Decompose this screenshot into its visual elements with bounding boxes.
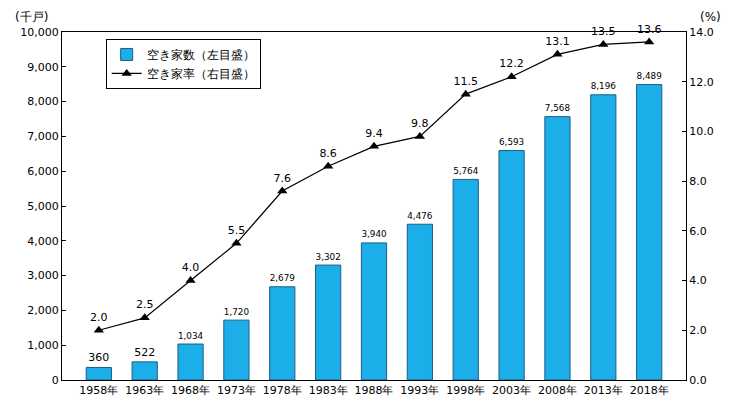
svg-text:1988年: 1988年 [355, 384, 394, 397]
svg-text:1998年: 1998年 [446, 384, 485, 397]
svg-text:2,000: 2,000 [27, 304, 59, 317]
svg-text:12.2: 12.2 [499, 57, 523, 70]
svg-text:7,000: 7,000 [27, 130, 59, 143]
svg-text:14.0: 14.0 [689, 26, 714, 39]
svg-text:6,593: 6,593 [499, 137, 524, 147]
svg-text:13.5: 13.5 [591, 25, 616, 38]
svg-text:13.6: 13.6 [637, 23, 662, 36]
svg-text:9,000: 9,000 [27, 61, 59, 74]
svg-text:6.0: 6.0 [689, 225, 707, 238]
svg-text:(%): (%) [700, 10, 721, 24]
svg-text:空き家数（左目盛）: 空き家数（左目盛） [147, 48, 255, 62]
svg-text:8,489: 8,489 [637, 71, 662, 81]
svg-text:7,568: 7,568 [545, 103, 570, 113]
svg-text:3,000: 3,000 [27, 269, 59, 282]
svg-text:2013年: 2013年 [584, 384, 623, 397]
svg-text:1958年: 1958年 [79, 384, 118, 397]
svg-text:2018年: 2018年 [630, 384, 669, 397]
svg-text:1,034: 1,034 [178, 331, 204, 341]
svg-text:9.4: 9.4 [365, 127, 383, 140]
svg-text:8.0: 8.0 [689, 175, 707, 188]
svg-text:12.0: 12.0 [689, 76, 714, 89]
svg-text:1,720: 1,720 [224, 307, 250, 317]
svg-text:1993年: 1993年 [400, 384, 439, 397]
svg-text:4,000: 4,000 [27, 235, 59, 248]
svg-text:1973年: 1973年 [217, 384, 256, 397]
svg-text:4.0: 4.0 [182, 261, 200, 274]
svg-text:2008年: 2008年 [538, 384, 577, 397]
svg-text:10.0: 10.0 [689, 125, 714, 138]
svg-text:3,940: 3,940 [361, 229, 387, 239]
svg-text:7.6: 7.6 [274, 172, 292, 185]
svg-text:5.5: 5.5 [228, 224, 246, 237]
svg-text:2.0: 2.0 [689, 324, 707, 337]
svg-text:5,000: 5,000 [27, 200, 59, 213]
svg-text:360: 360 [88, 351, 109, 364]
svg-text:2.0: 2.0 [90, 311, 108, 324]
svg-text:9.8: 9.8 [411, 117, 429, 130]
svg-text:10,000: 10,000 [20, 26, 59, 39]
svg-text:0: 0 [52, 374, 59, 387]
svg-text:522: 522 [134, 346, 155, 359]
svg-text:1978年: 1978年 [263, 384, 302, 397]
svg-text:空き家率（右目盛）: 空き家率（右目盛） [147, 67, 255, 81]
svg-text:(千戸): (千戸) [15, 10, 48, 24]
svg-text:1983年: 1983年 [309, 384, 348, 397]
svg-text:4.0: 4.0 [689, 274, 707, 287]
svg-text:8,000: 8,000 [27, 95, 59, 108]
svg-text:8,196: 8,196 [591, 81, 617, 91]
svg-text:6,000: 6,000 [27, 165, 59, 178]
svg-text:2003年: 2003年 [492, 384, 531, 397]
svg-text:2.5: 2.5 [136, 298, 154, 311]
svg-text:1,000: 1,000 [27, 339, 59, 352]
svg-text:2,679: 2,679 [270, 273, 295, 283]
svg-text:1963年: 1963年 [125, 384, 164, 397]
svg-text:11.5: 11.5 [453, 75, 478, 88]
svg-text:0.0: 0.0 [689, 374, 707, 387]
svg-text:4,476: 4,476 [407, 211, 433, 221]
svg-text:1968年: 1968年 [171, 384, 210, 397]
svg-text:5,764: 5,764 [453, 166, 479, 176]
svg-text:3,302: 3,302 [316, 252, 341, 262]
svg-text:8.6: 8.6 [319, 147, 337, 160]
svg-text:13.1: 13.1 [545, 35, 570, 48]
